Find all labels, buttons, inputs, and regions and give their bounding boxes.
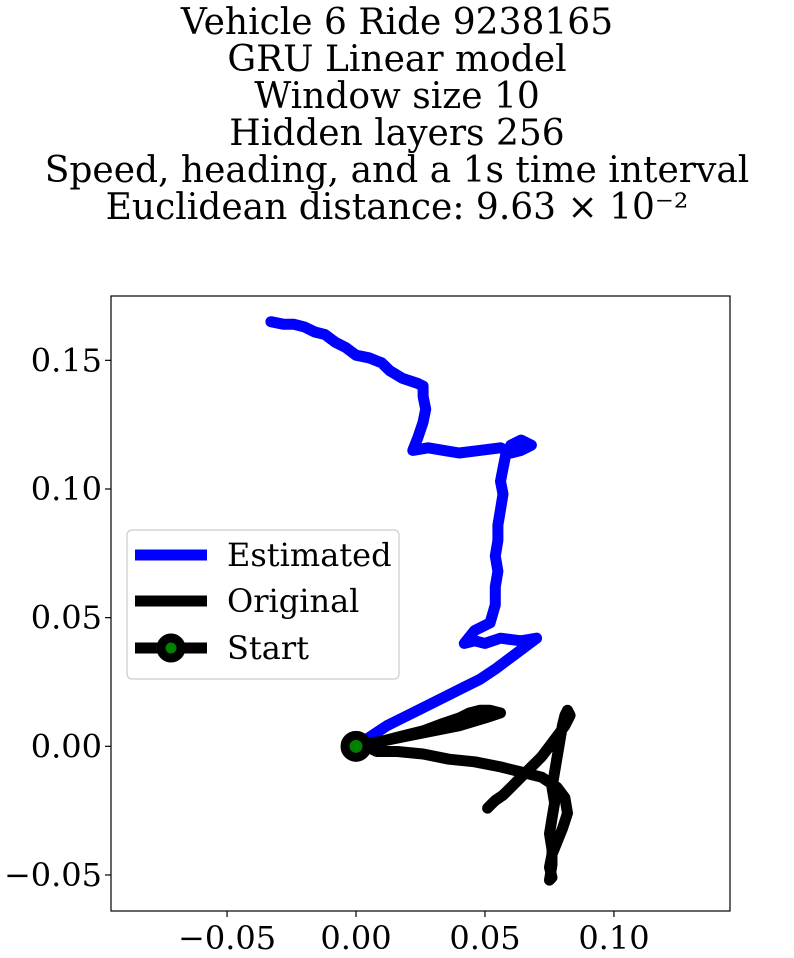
x-tick-label: 0.00 xyxy=(320,919,391,957)
title-line-distance: Euclidean distance: 9.63 × 10⁻² xyxy=(105,187,689,228)
legend-label-start: Start xyxy=(227,629,309,667)
title-line-window: Window size 10 xyxy=(254,76,540,117)
y-tick-label: 0.15 xyxy=(31,341,102,379)
legend-box xyxy=(126,529,400,680)
title-line-hidden: Hidden layers 256 xyxy=(229,113,565,154)
title-line-features: Speed, heading, and a 1s time interval xyxy=(44,150,750,191)
plot-frame xyxy=(110,295,731,912)
x-tick-label: 0.05 xyxy=(449,919,520,957)
legend-label-estimated: Estimated xyxy=(227,536,392,574)
x-tick-label: 0.10 xyxy=(578,919,649,957)
y-tick-label: 0.05 xyxy=(31,599,102,637)
x-tick-label: −0.05 xyxy=(178,919,276,957)
y-tick-label: 0.10 xyxy=(31,470,102,508)
y-tick-label: −0.05 xyxy=(4,856,102,894)
series-line-original xyxy=(350,704,576,886)
legend-marker-start xyxy=(156,633,186,663)
title-line-model: GRU Linear model xyxy=(227,39,567,80)
legend-label-original: Original xyxy=(227,582,359,620)
chart-title: Vehicle 6 Ride 9238165 GRU Linear model … xyxy=(0,4,794,226)
start-marker xyxy=(340,730,372,762)
title-line-vehicle: Vehicle 6 Ride 9238165 xyxy=(180,2,614,43)
series-line-estimated xyxy=(265,316,543,752)
y-tick-label: 0.00 xyxy=(31,727,102,765)
